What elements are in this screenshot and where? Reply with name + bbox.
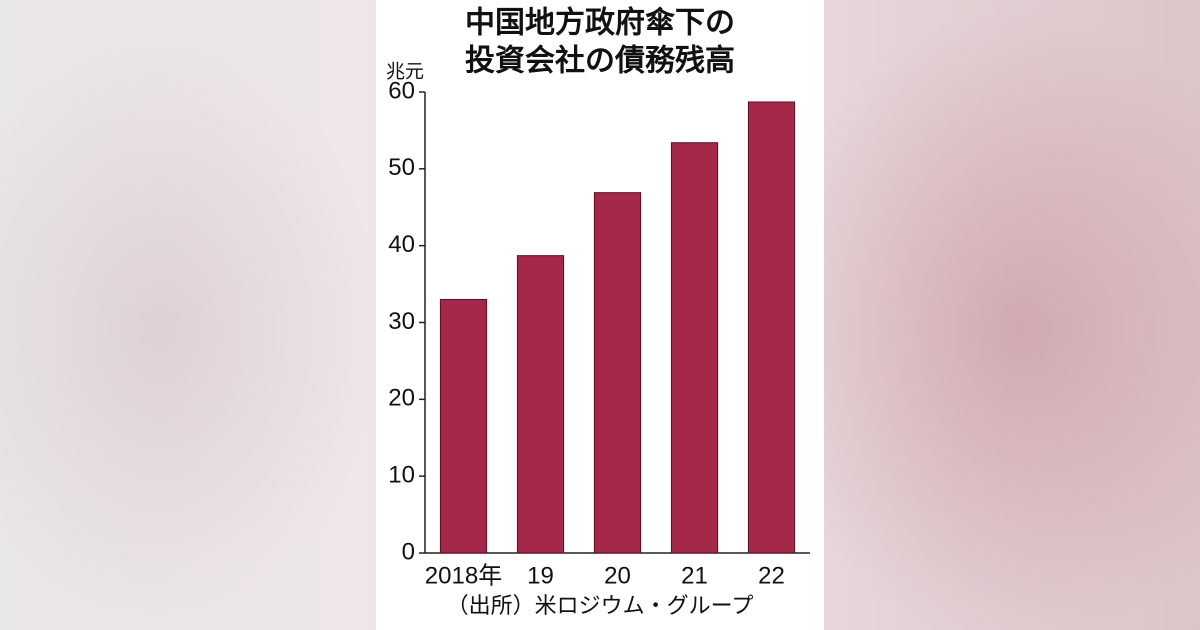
y-tick-label: 30 xyxy=(388,308,415,335)
x-tick-label: 19 xyxy=(527,562,554,589)
y-tick-label: 40 xyxy=(388,231,415,258)
y-tick-label: 10 xyxy=(388,462,415,489)
x-tick-label: 21 xyxy=(681,562,708,589)
bar xyxy=(593,192,642,554)
y-tick-label: 20 xyxy=(388,385,415,412)
x-tick-label: 20 xyxy=(604,562,631,589)
y-tick-label: 50 xyxy=(388,154,415,181)
chart-title-line: 投資会社の債務残高 xyxy=(465,44,735,79)
x-tick-label: 22 xyxy=(758,562,785,589)
bar xyxy=(439,298,488,554)
y-tick-label: 60 xyxy=(388,77,415,104)
chart-title-line: 中国地方政府傘下の xyxy=(465,6,735,41)
source-note: （出所）米ロジウム・グループ xyxy=(447,594,754,619)
bar xyxy=(670,142,719,554)
bar xyxy=(516,255,565,554)
y-unit-label: 兆元 xyxy=(386,61,424,83)
bar xyxy=(747,101,796,554)
x-tick-label: 2018年 xyxy=(425,562,502,589)
y-tick-label: 0 xyxy=(402,538,415,565)
